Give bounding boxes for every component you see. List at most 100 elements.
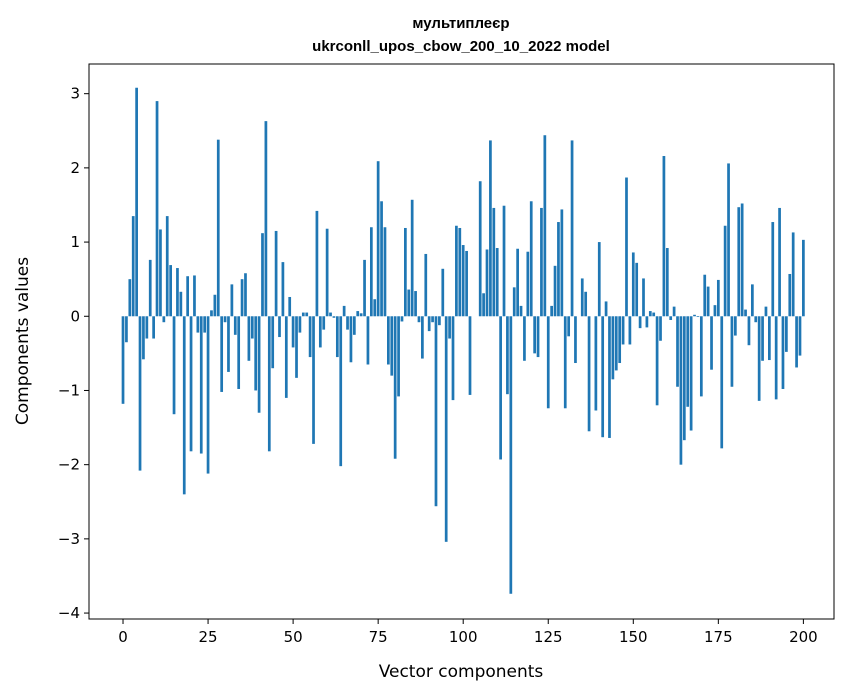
bar-73 [369,227,373,317]
bar-33 [233,316,237,335]
y-axis: −4 −3 −2 −1 0 1 2 3 [58,85,89,622]
chart-title-line1: мультиплеєр [412,15,509,32]
bar-135 [580,278,584,317]
bar-101 [465,250,468,317]
bar-59 [322,316,326,330]
bar-145 [614,316,618,371]
x-axis-label: Vector components [379,662,544,682]
bar-9 [152,316,155,339]
bar-189 [764,306,768,317]
bar-18 [182,316,186,495]
bar-178 [727,163,730,317]
bar-57 [315,210,319,317]
bar-32 [230,284,234,317]
bar-157 [655,316,659,406]
bar-82 [400,316,404,322]
plot-frame [88,63,835,620]
bar-23 [199,316,203,454]
bar-159 [662,156,666,317]
bar-93 [438,316,441,326]
bar-180 [733,316,737,336]
bar-89 [424,253,428,317]
bar-173 [710,316,713,370]
bar-149 [628,316,632,345]
bar-21 [193,275,196,317]
bar-10 [155,101,159,317]
bar-53 [301,312,305,317]
bar-17 [179,291,183,317]
bar-90 [427,316,431,332]
bar-125 [546,316,550,409]
bar-15 [172,316,176,415]
bar-13 [165,216,169,317]
bar-162 [672,306,676,317]
bar-164 [679,316,683,465]
bar-139 [594,316,598,411]
bar-111 [499,316,502,460]
bar-172 [706,286,710,317]
bar-115 [512,287,516,317]
bar-56 [312,316,315,444]
bar-143 [608,316,611,438]
bar-158 [659,316,662,341]
bar-121 [533,316,536,354]
bar-64 [339,316,343,467]
y-tick-label: −4 [58,604,80,622]
bar-66 [346,316,349,330]
x-tick-label: 125 [534,628,563,646]
bar-40 [257,316,261,413]
bar-19 [186,276,190,317]
bar-105 [478,181,482,317]
chart-title-line2: ukrconll_upos_cbow_200_10_2022 model [312,38,610,55]
bar-191 [771,222,775,317]
bar-186 [754,316,758,323]
bar-22 [196,316,200,333]
bar-123 [540,207,543,317]
bar-5 [138,316,142,471]
bar-61 [329,312,332,317]
bar-75 [376,161,380,317]
bar-58 [318,316,322,348]
bar-62 [332,316,336,318]
bar-88 [421,316,424,359]
bar-74 [373,299,377,317]
bar-126 [550,305,554,317]
bar-193 [778,207,781,317]
bar-142 [604,301,608,317]
bar-194 [781,316,785,389]
bar-187 [757,316,761,401]
bar-184 [747,316,751,346]
bar-113 [506,316,509,395]
bar-144 [611,316,615,380]
bar-35 [240,279,244,317]
bar-95 [444,316,448,542]
bar-185 [751,284,754,317]
bar-67 [349,316,353,363]
bar-160 [665,248,669,317]
bar-96 [448,316,451,339]
bar-97 [451,316,455,401]
bar-3 [131,216,135,317]
bar-112 [502,205,506,317]
bar-188 [761,316,764,361]
bar-30 [223,316,227,323]
x-tick-label: 50 [284,628,303,646]
bar-118 [523,316,526,361]
bar-146 [618,316,622,364]
bar-107 [485,249,489,317]
bar-154 [645,316,649,328]
bar-133 [574,316,577,364]
bar-99 [458,227,462,317]
bar-36 [244,273,247,317]
bar-48 [284,316,288,398]
bar-131 [567,316,571,337]
y-axis-label: Components values [13,257,33,425]
bar-165 [682,316,686,441]
bar-78 [387,316,390,365]
bar-46 [278,316,281,338]
bar-147 [621,316,625,345]
bar-110 [495,248,499,317]
bar-76 [380,201,383,317]
bar-27 [213,294,217,317]
bar-168 [693,314,696,317]
